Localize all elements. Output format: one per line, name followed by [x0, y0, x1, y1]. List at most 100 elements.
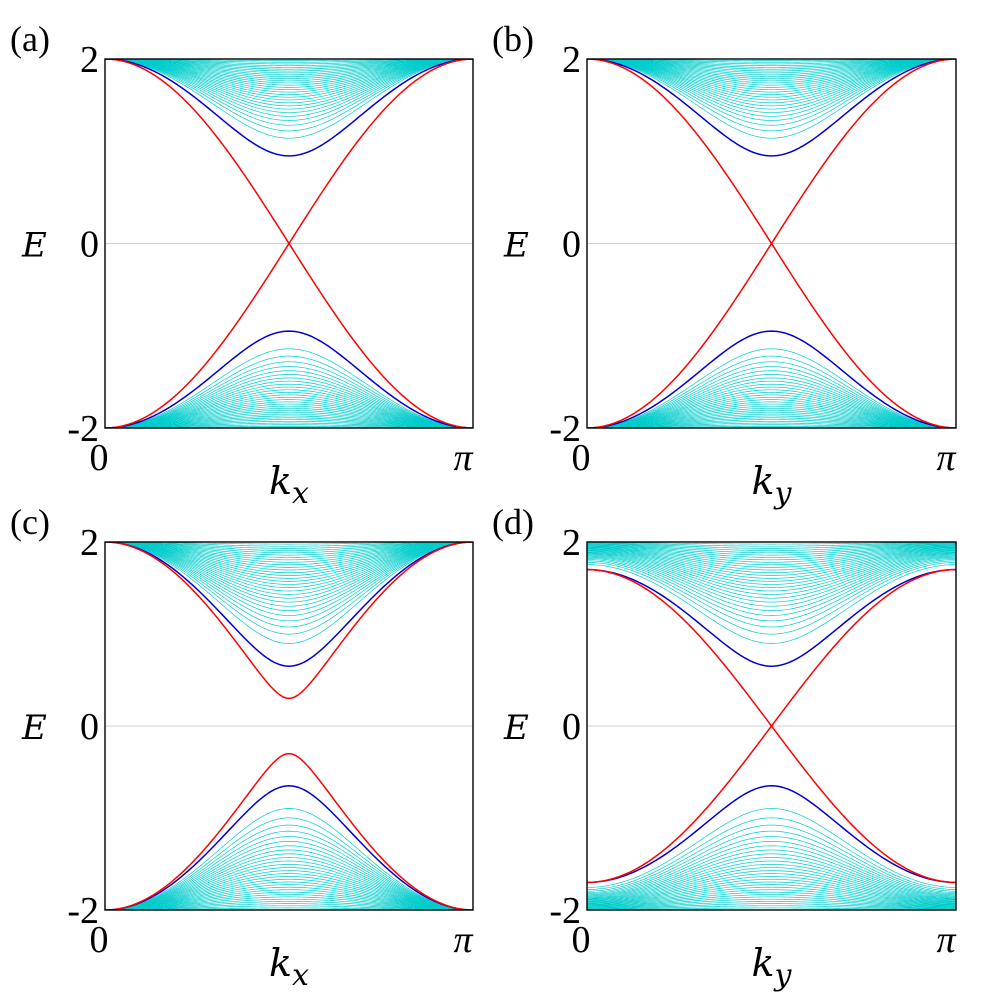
y-tick-label: 0 — [80, 706, 99, 748]
bulk-band-upper — [105, 542, 473, 576]
bulk-band-lower — [587, 370, 956, 428]
bulk-band-upper — [105, 542, 473, 579]
bulk-band-lower — [587, 824, 956, 892]
bulk-band-lower — [105, 409, 473, 428]
bulk-band-upper — [587, 59, 956, 110]
bulk-band-upper — [105, 542, 473, 563]
bulk-band-upper — [587, 59, 956, 93]
bulk-band-upper — [105, 59, 473, 74]
bulk-band-upper — [105, 542, 473, 558]
bulk-band-upper — [105, 542, 473, 568]
y-tick-label: 0 — [562, 706, 581, 748]
bulk-band-lower — [587, 840, 956, 896]
bulk-band-upper — [105, 542, 473, 554]
bulk-band-lower — [587, 889, 956, 906]
bulk-edge-curve-upper — [587, 568, 956, 667]
bulk-band-upper — [587, 59, 956, 82]
bulk-band-lower — [105, 355, 473, 428]
bulk-band-upper — [587, 59, 956, 104]
panel-label: (c) — [10, 502, 50, 542]
bulk-band-lower — [587, 380, 956, 428]
bulk-band-upper — [105, 59, 473, 95]
bulk-band-upper — [105, 59, 473, 117]
bulk-band-upper — [105, 542, 473, 599]
bulk-band-lower — [105, 836, 473, 910]
bulk-band-upper — [587, 59, 956, 72]
bulk-band-lower — [105, 876, 473, 910]
bulk-band-lower — [105, 808, 473, 910]
bulk-band-upper — [105, 59, 473, 104]
y-tick-label: -2 — [549, 408, 581, 450]
bulk-band-upper — [587, 544, 956, 556]
bulk-band-lower — [105, 896, 473, 910]
bulk-band-upper — [105, 59, 473, 107]
bulk-band-lower — [587, 817, 956, 890]
bulk-band-lower — [105, 386, 473, 428]
bulk-band-lower — [105, 886, 473, 910]
bulk-band-lower — [105, 419, 473, 428]
x-tick-label: 0 — [572, 919, 591, 961]
bulk-band-lower — [587, 392, 956, 428]
edge-curve-ascending — [105, 59, 473, 428]
bulk-band-lower — [587, 884, 956, 905]
bulk-band-lower — [587, 870, 956, 902]
bulk-band-lower — [105, 870, 473, 910]
bulk-band-upper — [587, 59, 956, 117]
bulk-band-lower — [105, 392, 473, 428]
bulk-band-lower — [105, 422, 473, 428]
bulk-band-upper — [105, 59, 473, 68]
bulk-band-upper — [587, 551, 956, 585]
bulk-band-lower — [587, 355, 956, 428]
bulk-band-lower — [587, 383, 956, 428]
bulk-band-lower — [587, 894, 956, 907]
bulk-band-upper — [105, 542, 473, 622]
bulk-band-upper — [105, 542, 473, 635]
bulk-band-upper — [105, 59, 473, 110]
bulk-band-lower — [587, 405, 956, 428]
bulk-band-upper — [105, 59, 473, 86]
bulk-band-upper — [587, 59, 956, 68]
bulk-band-lower — [105, 348, 473, 428]
y-tick-label: -2 — [549, 890, 581, 932]
bulk-band-lower — [587, 361, 956, 428]
bulk-band-upper — [105, 542, 473, 644]
plot-frame — [586, 58, 957, 429]
bulk-band-lower — [105, 417, 473, 428]
x-tick-label: π — [453, 919, 473, 961]
bulk-band-upper — [105, 59, 473, 132]
bulk-band-upper — [587, 59, 956, 63]
bulk-band-lower — [105, 873, 473, 910]
bulk-band-upper — [105, 59, 473, 80]
y-tick-label: -2 — [67, 408, 99, 450]
bulk-band-upper — [587, 551, 956, 589]
bulk-band-lower — [587, 386, 956, 428]
x-axis-label: ky — [752, 459, 793, 511]
bulk-band-lower — [105, 396, 473, 428]
bulk-band-upper — [105, 59, 473, 70]
panel-label: (a) — [10, 19, 50, 59]
plot-area — [587, 59, 956, 428]
bulk-band-lower — [587, 399, 956, 428]
bulk-band-upper — [587, 564, 956, 644]
bulk-band-lower — [587, 830, 956, 893]
plot-area — [105, 59, 473, 428]
bulk-edge-curve-lower — [587, 785, 956, 884]
bulk-band-upper — [105, 59, 473, 76]
y-tick-label: 2 — [562, 39, 581, 81]
x-tick-label: π — [936, 437, 956, 479]
bulk-band-lower — [587, 898, 956, 908]
bulk-band-lower — [105, 878, 473, 910]
bulk-band-upper — [587, 547, 956, 568]
bulk-band-lower — [105, 857, 473, 910]
bulk-band-lower — [105, 905, 473, 910]
bulk-band-upper — [105, 542, 473, 547]
bulk-band-lower — [105, 884, 473, 910]
x-tick-label: π — [453, 437, 473, 479]
x-tick-label: 0 — [90, 437, 109, 479]
bulk-band-upper — [105, 59, 473, 82]
bulk-band-lower — [587, 409, 956, 428]
bulk-band-lower — [105, 889, 473, 910]
